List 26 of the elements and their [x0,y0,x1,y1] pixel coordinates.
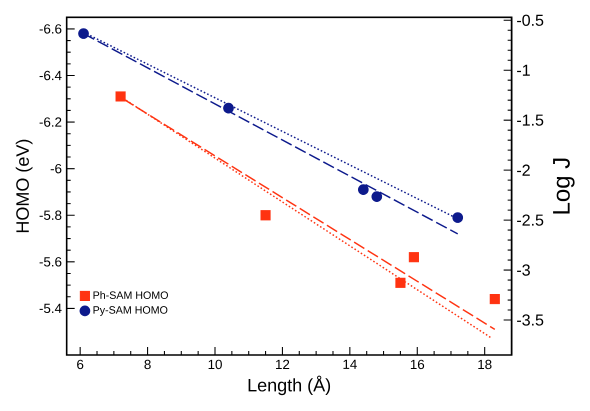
y2-tick-label: -0.5 [517,14,544,26]
x-tick-label: 8 [144,360,151,370]
y-tick-label: -5.8 [40,210,62,220]
x-tick-label: 18 [478,360,492,370]
x-tick-label: 6 [77,360,84,370]
y-tick-label: -5.4 [40,304,62,314]
y2-tick-label: -2.5 [517,214,544,226]
y2-tick-label: -3.5 [517,314,544,326]
legend-label: Py-SAM HOMO [94,306,168,316]
y-tick-label: -6.6 [40,24,62,34]
y2-axis-title: Log J [553,158,575,214]
x-tick-label: 10 [208,360,222,370]
y2-tick-label: -2 [517,164,530,176]
y2-tick-label: -1 [517,64,530,76]
y2-tick-label: -3 [517,264,530,276]
y-axis-title: HOMO (eV) [16,140,32,232]
x-tick-label: 12 [276,360,290,370]
y-tick-label: -6.2 [40,117,62,127]
y2-tick-label: -1.5 [517,114,544,126]
y-tick-label: -5.6 [40,257,62,267]
x-axis-title: Length (Å) [248,376,330,396]
legend-label: Ph-SAM HOMO [94,291,168,299]
y-tick-label: -6.4 [40,70,62,80]
x-tick-label: 14 [343,360,357,369]
x-tick-label: 16 [410,360,424,370]
y-tick-label: -6 [50,164,62,174]
